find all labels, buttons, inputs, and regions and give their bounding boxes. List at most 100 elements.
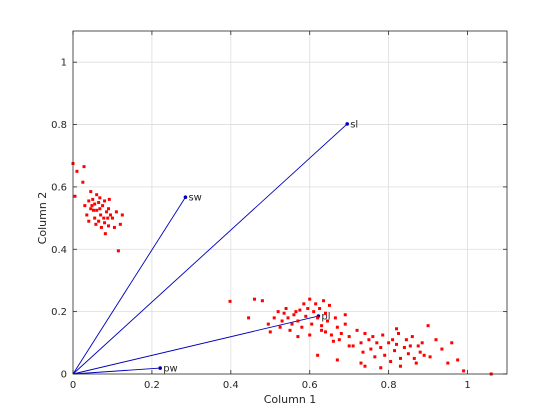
data-point bbox=[260, 299, 264, 303]
data-point bbox=[395, 342, 399, 346]
vector-label: sl bbox=[350, 119, 358, 130]
data-point bbox=[108, 213, 112, 217]
x-tick-label: 0.6 bbox=[302, 380, 318, 391]
data-point bbox=[101, 204, 105, 208]
data-point bbox=[361, 350, 365, 354]
data-point bbox=[107, 224, 111, 228]
data-point bbox=[331, 339, 335, 343]
data-point bbox=[320, 324, 324, 328]
x-tick-label: 0 bbox=[70, 380, 76, 391]
data-point bbox=[97, 219, 101, 223]
data-point bbox=[81, 180, 85, 184]
data-point bbox=[106, 216, 110, 220]
data-point bbox=[112, 225, 116, 229]
data-point bbox=[294, 310, 298, 314]
data-point bbox=[286, 316, 290, 320]
y-axis-ticks: 0 0.2 0.4 0.6 0.8 1 bbox=[51, 58, 507, 381]
data-point bbox=[416, 344, 420, 348]
data-point bbox=[363, 331, 367, 335]
data-point bbox=[406, 352, 410, 356]
data-point bbox=[410, 335, 414, 339]
axes-border bbox=[72, 30, 508, 375]
data-point bbox=[75, 169, 79, 173]
data-point bbox=[278, 325, 282, 329]
x-tick-label: 0.8 bbox=[381, 380, 397, 391]
data-point bbox=[98, 207, 102, 211]
data-point bbox=[85, 213, 89, 217]
data-point bbox=[290, 322, 294, 326]
data-point bbox=[314, 302, 318, 306]
vector-tip bbox=[345, 122, 350, 126]
data-point bbox=[252, 297, 256, 301]
data-point bbox=[381, 333, 385, 337]
data-point bbox=[82, 165, 86, 169]
data-point bbox=[343, 313, 347, 317]
data-point bbox=[92, 208, 96, 212]
data-point bbox=[389, 360, 393, 364]
vector-sl: sl bbox=[72, 119, 358, 375]
data-point bbox=[343, 322, 347, 326]
data-point bbox=[395, 327, 399, 331]
data-point bbox=[426, 324, 430, 328]
data-point bbox=[306, 307, 310, 311]
grid-lines bbox=[73, 31, 507, 374]
data-point bbox=[434, 338, 438, 342]
data-point bbox=[318, 307, 322, 311]
data-point bbox=[308, 297, 312, 301]
data-point bbox=[308, 333, 312, 337]
data-point bbox=[116, 249, 120, 253]
x-axis-label: Column 1 bbox=[264, 393, 317, 406]
data-point bbox=[268, 330, 272, 334]
data-point bbox=[95, 193, 99, 197]
data-point bbox=[387, 341, 391, 345]
data-point bbox=[302, 302, 306, 306]
data-point bbox=[329, 333, 333, 337]
y-axis-label: Column 2 bbox=[36, 192, 49, 245]
data-point bbox=[107, 207, 111, 211]
data-point bbox=[414, 361, 418, 365]
data-point bbox=[296, 335, 300, 339]
data-point bbox=[97, 201, 101, 204]
data-point bbox=[351, 344, 355, 348]
data-point bbox=[422, 353, 426, 357]
data-point bbox=[325, 319, 329, 323]
vector-tip bbox=[158, 366, 162, 370]
axes-frame bbox=[72, 30, 508, 375]
data-point bbox=[282, 311, 286, 315]
data-point bbox=[462, 369, 466, 373]
data-point bbox=[418, 350, 422, 354]
data-point bbox=[99, 213, 103, 217]
data-point bbox=[107, 197, 111, 201]
y-tick-label: 0.2 bbox=[51, 307, 67, 318]
data-point bbox=[322, 299, 326, 303]
data-point bbox=[393, 349, 397, 353]
data-point bbox=[91, 197, 95, 201]
data-point bbox=[327, 303, 331, 307]
data-point bbox=[335, 358, 339, 362]
data-point bbox=[355, 328, 359, 332]
data-point bbox=[93, 202, 97, 206]
data-point bbox=[73, 194, 77, 198]
data-point bbox=[94, 222, 98, 226]
vector-line bbox=[72, 196, 186, 375]
data-point bbox=[397, 331, 400, 335]
data-point bbox=[110, 216, 114, 220]
data-point bbox=[102, 216, 106, 220]
data-point bbox=[292, 313, 296, 317]
data-point bbox=[89, 190, 93, 194]
vector-line bbox=[72, 123, 348, 375]
axes-box bbox=[73, 31, 507, 374]
data-point bbox=[347, 335, 351, 339]
data-point bbox=[412, 356, 416, 360]
data-point bbox=[404, 338, 408, 342]
data-point bbox=[87, 219, 91, 223]
data-point bbox=[379, 366, 383, 370]
data-point bbox=[99, 225, 103, 229]
data-point bbox=[296, 319, 300, 323]
data-point bbox=[288, 328, 292, 332]
data-point bbox=[339, 331, 343, 335]
data-point bbox=[300, 325, 304, 329]
data-point bbox=[456, 358, 460, 362]
data-point bbox=[398, 364, 402, 368]
data-point bbox=[105, 210, 109, 214]
